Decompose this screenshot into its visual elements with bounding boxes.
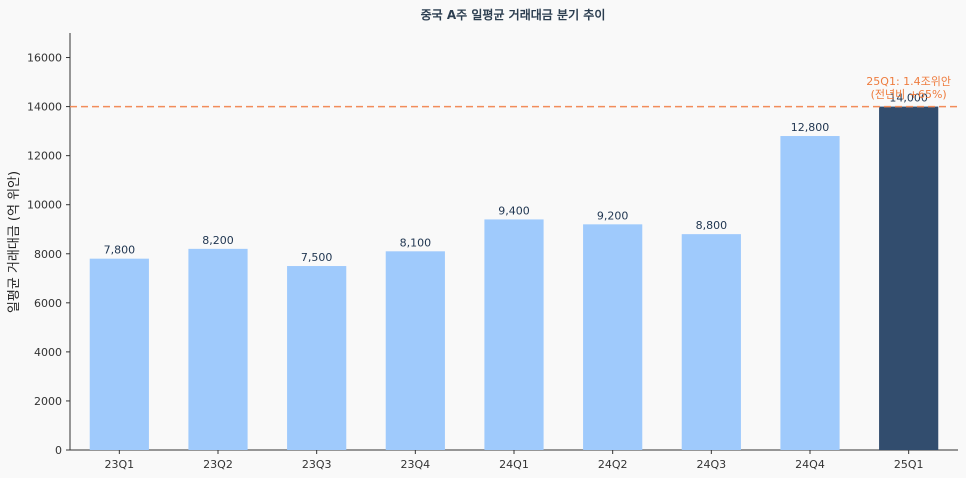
bar-24q3: [681, 234, 741, 450]
data-label: 12,800: [791, 121, 830, 134]
bar-24q1: [484, 219, 544, 450]
y-tick-label: 6000: [34, 297, 62, 310]
annotation-text: 25Q1: 1.4조위안: [866, 75, 951, 88]
bar-23q2: [188, 248, 248, 450]
y-axis-label: 일평균 거래대금 (억 위안): [7, 171, 22, 313]
bar-24q2: [583, 224, 643, 450]
y-tick-label: 12000: [27, 150, 62, 163]
bar-25q1: [879, 106, 939, 451]
data-label: 9,200: [597, 209, 629, 222]
x-tick-label: 23Q2: [203, 458, 233, 471]
chart-title: 중국 A주 일평균 거래대금 분기 추이: [421, 7, 606, 22]
y-tick-label: 16000: [27, 52, 62, 65]
bar-24q4: [780, 136, 840, 450]
data-label: 7,500: [301, 251, 333, 264]
x-tick-label: 23Q4: [401, 458, 431, 471]
plot-area: 0 2000 4000 6000 8000 10000 12000 14000 16000 7,8…: [27, 33, 958, 471]
x-tick-label: 24Q3: [697, 458, 727, 471]
y-tick-label: 8000: [34, 248, 62, 261]
y-tick-label: 2000: [34, 395, 62, 408]
x-tick-label: 25Q1: [894, 458, 924, 471]
x-tick-label: 23Q1: [105, 458, 135, 471]
x-tick-label: 24Q2: [598, 458, 628, 471]
bar-23q4: [385, 251, 445, 450]
x-tick-label: 24Q4: [795, 458, 825, 471]
data-label: 8,800: [696, 219, 728, 232]
data-label: 9,400: [498, 204, 530, 217]
x-tick-label: 23Q3: [302, 458, 332, 471]
data-label: 8,200: [202, 234, 234, 247]
y-tick-label: 10000: [27, 199, 62, 212]
y-tick-label: 4000: [34, 346, 62, 359]
annotation-text: (전년비 +65%): [871, 88, 947, 101]
bar-23q3: [287, 266, 347, 450]
y-tick-label: 0: [55, 444, 62, 457]
bar-23q1: [89, 258, 149, 450]
y-tick-label: 14000: [27, 101, 62, 114]
data-label: 8,100: [400, 236, 432, 249]
data-label: 14,000: [889, 92, 928, 105]
data-label: 7,800: [104, 244, 136, 257]
x-tick-label: 24Q1: [499, 458, 529, 471]
